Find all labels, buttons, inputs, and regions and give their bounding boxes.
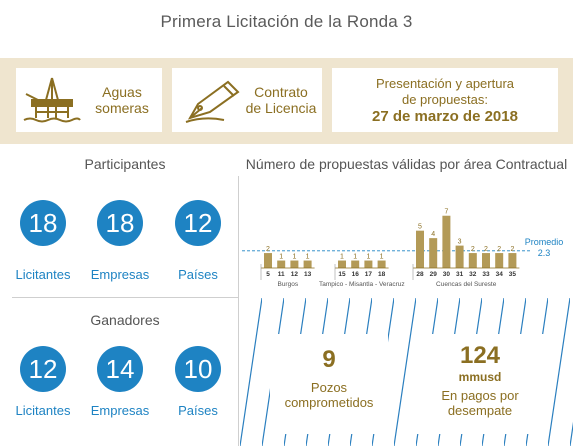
participantes-paises-label: Países [178, 267, 218, 282]
category-label: 13 [304, 271, 312, 278]
diagonal-stripes-background [240, 298, 573, 446]
category-label: 34 [496, 271, 504, 278]
bar-value-label: 1 [292, 254, 296, 261]
bar-value-label: 2 [484, 246, 488, 253]
category-label: 15 [338, 271, 346, 278]
pagos-label: En pagos por desempate [441, 388, 519, 418]
bar-value-label: 1 [353, 254, 357, 261]
bar-33 [482, 253, 490, 268]
category-label: 16 [352, 271, 360, 278]
winners-panel: 9 Pozos comprometidos 124 mmusd En pagos… [240, 298, 573, 446]
presentation-label: Presentación y apertura de propuestas: [375, 76, 515, 107]
bar-value-label: 1 [279, 254, 283, 261]
bar-value-label: 4 [431, 231, 435, 238]
category-label: 5 [266, 271, 270, 278]
bar-35 [508, 253, 517, 268]
ganadores-paises-circle: 10 [175, 346, 221, 392]
pagos-value: 124 [459, 342, 501, 369]
bar-value-label: 1 [366, 254, 370, 261]
average-value: 2.3 [538, 248, 551, 258]
category-label: 18 [378, 271, 386, 278]
pen-icon [185, 80, 240, 123]
category-label: 29 [430, 271, 438, 278]
ganadores-licitantes-circle: 12 [20, 346, 66, 392]
bar-value-label: 2 [497, 246, 501, 253]
category-label: 17 [365, 271, 373, 278]
bar-30 [442, 215, 451, 268]
pozos-value: 9 [322, 346, 336, 373]
bar-31 [455, 245, 464, 268]
bar-value-label: 2 [266, 246, 270, 253]
bar-13 [303, 260, 312, 268]
bar-17 [364, 260, 373, 268]
bar-34 [495, 253, 504, 268]
ganadores-licitantes-label: Licitantes [15, 403, 71, 418]
bar-32 [468, 253, 477, 268]
pozos-label: Pozos comprometidos [284, 380, 374, 410]
category-label: 32 [469, 271, 477, 278]
category-label: 35 [509, 271, 517, 278]
bar-value-label: 1 [380, 254, 384, 261]
ganadores-title: Ganadores [90, 312, 160, 328]
pagos-unit: mmusd [458, 370, 502, 384]
participantes-title: Participantes [84, 156, 166, 172]
participantes-licitantes-label: Licitantes [15, 267, 71, 282]
category-label: 28 [416, 271, 424, 278]
average-label: Promedio [525, 237, 564, 247]
category-label: 31 [456, 271, 464, 278]
bar-value-label: 2 [471, 246, 475, 253]
bar-12 [290, 260, 299, 268]
bar-value-label: 1 [306, 254, 310, 261]
oil-platform-icon [23, 77, 81, 123]
bar-5 [264, 253, 272, 268]
bar-value-label: 1 [340, 254, 344, 261]
participantes-empresas-circle: 18 [97, 200, 143, 246]
bar-29 [429, 238, 438, 268]
bar-value-label: 5 [418, 224, 422, 231]
category-label: 12 [291, 271, 299, 278]
bar-11 [277, 260, 286, 268]
bar-28 [416, 230, 424, 268]
bar-value-label: 7 [444, 209, 448, 216]
bar-chart: Promedio2.325111112113115116117118528429… [242, 209, 564, 288]
bar-16 [351, 260, 360, 268]
group-label: Cuencas del Sureste [436, 281, 497, 288]
participantes-empresas-label: Empresas [90, 267, 150, 282]
presentation-card: Presentación y apertura de propuestas: 2… [332, 68, 558, 132]
group-label: Burgos [277, 281, 298, 288]
category-label: 30 [443, 271, 451, 278]
bar-18 [377, 260, 386, 268]
presentation-date: 27 de marzo de 2018 [372, 108, 518, 125]
water-card-label: Aguas someras [95, 84, 149, 116]
ganadores-paises-label: Países [178, 403, 218, 418]
water-card: Aguas someras [16, 68, 162, 132]
bar-15 [338, 260, 346, 268]
contract-card-label: Contrato de Licencia [245, 84, 317, 116]
page-title: Primera Licitación de la Ronda 3 [160, 12, 413, 31]
bar-value-label: 3 [458, 239, 462, 246]
ganadores-empresas-label: Empresas [90, 403, 150, 418]
participantes-licitantes-circle: 18 [20, 200, 66, 246]
bar-value-label: 2 [510, 246, 514, 253]
chart-title: Número de propuestas válidas por área Co… [245, 156, 568, 172]
category-label: 11 [278, 271, 285, 278]
horizontal-divider [12, 297, 238, 298]
category-label: 33 [482, 271, 490, 278]
group-label: Tampico - Misantla - Veracruz [319, 281, 405, 288]
vertical-divider [238, 176, 239, 446]
participantes-paises-circle: 12 [175, 200, 221, 246]
contract-card: Contrato de Licencia [172, 68, 322, 132]
ganadores-empresas-circle: 14 [97, 346, 143, 392]
